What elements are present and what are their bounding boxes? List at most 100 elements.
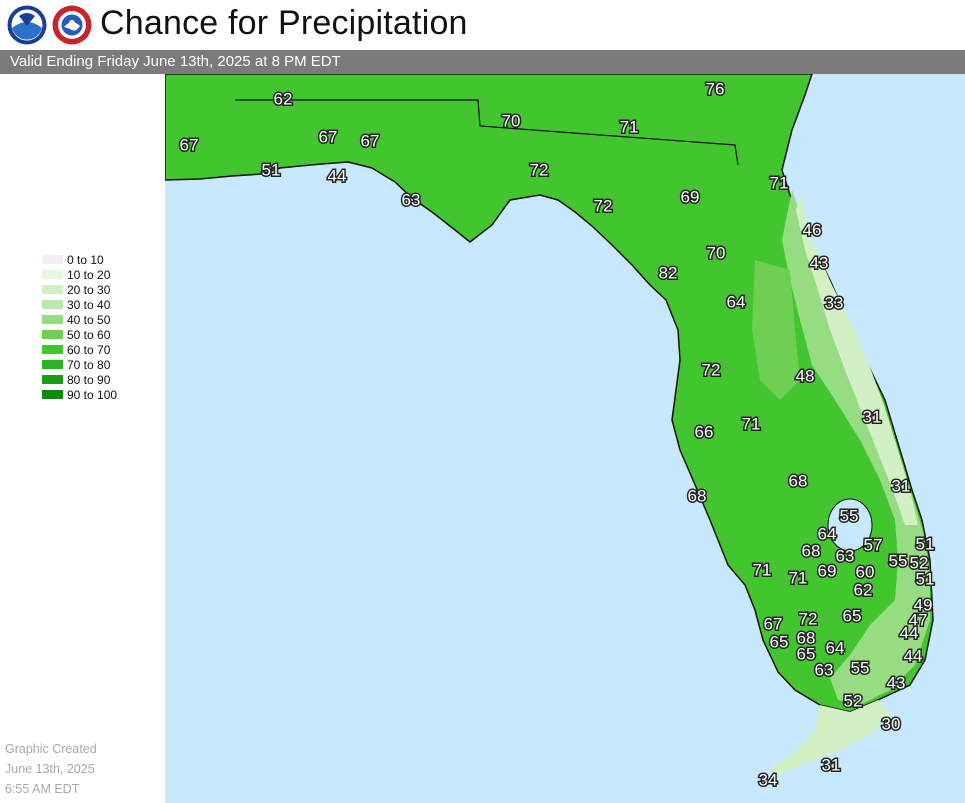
precip-value-label: 57 — [864, 535, 883, 554]
legend-label: 70 to 80 — [67, 357, 111, 372]
precip-value-label: 71 — [620, 117, 639, 136]
legend-swatch — [42, 375, 63, 384]
precip-value-label: 62 — [854, 580, 873, 599]
precip-value-label: 63 — [402, 190, 421, 209]
precip-value-label: 62 — [274, 89, 293, 108]
precip-value-label: 68 — [802, 541, 821, 560]
florida-precip-map: 62 76 70 71 67 67 67 51 44 63 72 71 72 69 46 70 43 82 64 33… — [165, 74, 965, 803]
precip-value-label: 63 — [815, 660, 834, 679]
legend-label: 30 to 40 — [67, 297, 111, 312]
florida-land — [165, 74, 934, 713]
legend-label: 60 to 70 — [67, 342, 111, 357]
precip-value-label: 68 — [688, 486, 707, 505]
precip-value-label: 51 — [916, 569, 935, 588]
precip-value-label: 66 — [695, 422, 714, 441]
precip-value-label: 69 — [818, 561, 837, 580]
legend-item: 30 to 40 — [42, 297, 117, 312]
precip-value-label: 52 — [844, 691, 863, 710]
legend-item: 60 to 70 — [42, 342, 117, 357]
precip-value-label: 49 — [914, 595, 933, 614]
precip-value-label: 64 — [826, 638, 845, 657]
precip-value-label: 65 — [797, 644, 816, 663]
precip-value-label: 31 — [892, 476, 911, 495]
precip-value-label: 68 — [789, 471, 808, 490]
header: Chance for Precipitation — [0, 0, 965, 50]
legend-swatch — [42, 300, 63, 309]
legend-item: 20 to 30 — [42, 282, 117, 297]
precip-value-label: 65 — [843, 606, 862, 625]
precip-value-label: 63 — [836, 546, 855, 565]
legend-swatch — [42, 285, 63, 294]
left-panel — [0, 74, 165, 803]
precip-value-label: 65 — [770, 632, 789, 651]
precip-value-label: 72 — [702, 360, 721, 379]
legend-item: 0 to 10 — [42, 252, 117, 267]
keys-zone — [770, 700, 892, 776]
precip-value-label: 67 — [180, 135, 199, 154]
created-date: June 13th, 2025 — [5, 762, 95, 776]
precip-value-label: 46 — [803, 220, 822, 239]
precip-value-label: 72 — [799, 609, 818, 628]
precip-value-label: 51 — [262, 160, 281, 179]
central-lighter-zone — [752, 260, 800, 400]
legend-label: 40 to 50 — [67, 312, 111, 327]
precip-value-label: 71 — [770, 173, 789, 192]
map-labels: 62 76 70 71 67 67 67 51 44 63 72 71 72 69 46 70 43 82 64 33… — [178, 78, 936, 791]
legend-item: 70 to 80 — [42, 357, 117, 372]
created-label: Graphic Created — [5, 742, 97, 756]
coastal-lighter-zone — [782, 190, 930, 705]
legend-item: 10 to 20 — [42, 267, 117, 282]
precip-value-label: 33 — [825, 293, 844, 312]
legend-item: 50 to 60 — [42, 327, 117, 342]
legend-swatch — [42, 390, 63, 399]
legend-swatch — [42, 255, 63, 264]
precip-value-label: 67 — [764, 614, 783, 633]
valid-time-bar: Valid Ending Friday June 13th, 2025 at 8… — [0, 50, 965, 74]
precip-value-label: 31 — [863, 407, 882, 426]
legend-item: 80 to 90 — [42, 372, 117, 387]
precip-value-label: 52 — [910, 553, 929, 572]
precip-value-label: 60 — [856, 562, 875, 581]
precip-value-label: 67 — [361, 131, 380, 150]
precip-value-label: 51 — [916, 534, 935, 553]
legend-label: 10 to 20 — [67, 267, 111, 282]
precip-value-label: 71 — [753, 560, 772, 579]
legend-item: 90 to 100 — [42, 387, 117, 402]
precip-value-label: 64 — [727, 292, 746, 311]
legend-item: 40 to 50 — [42, 312, 117, 327]
nws-logo-icon — [52, 5, 92, 45]
graphic-created: Graphic Created June 13th, 2025 6:55 AM … — [5, 739, 97, 799]
precip-value-label: 76 — [706, 79, 725, 98]
legend-label: 20 to 30 — [67, 282, 111, 297]
legend-label: 90 to 100 — [67, 387, 118, 402]
precip-value-label: 72 — [594, 196, 613, 215]
precip-value-label: 44 — [900, 623, 919, 642]
noaa-logo-icon — [7, 5, 47, 45]
legend-swatch — [42, 270, 63, 279]
precip-value-label: 43 — [887, 673, 906, 692]
legend-label: 80 to 90 — [67, 372, 111, 387]
legend-swatch — [42, 330, 63, 339]
lake-okeechobee — [827, 498, 873, 552]
precip-value-label: 70 — [502, 111, 521, 130]
precip-value-label: 48 — [796, 366, 815, 385]
coastal-lightest-zone — [796, 195, 918, 525]
precip-value-label: 31 — [822, 755, 841, 774]
precip-value-label: 71 — [789, 568, 808, 587]
legend: 0 to 10 10 to 20 20 to 30 30 to 40 40 to 50 5… — [42, 252, 117, 402]
legend-label: 50 to 60 — [67, 327, 111, 342]
valid-time-text: Valid Ending Friday June 13th, 2025 at 8… — [10, 53, 341, 70]
legend-label: 0 to 10 — [67, 252, 104, 267]
precip-value-label: 44 — [904, 646, 923, 665]
precip-value-label: 55 — [851, 658, 870, 677]
precip-value-label: 70 — [707, 243, 726, 262]
precip-value-label: 82 — [659, 263, 678, 282]
precip-value-label: 69 — [681, 187, 700, 206]
precip-value-label: 44 — [328, 166, 347, 185]
precip-value-label: 47 — [909, 610, 928, 629]
precip-value-label: 55 — [840, 506, 859, 525]
precip-value-label: 30 — [882, 714, 901, 733]
precip-value-label: 55 — [889, 551, 908, 570]
legend-swatch — [42, 315, 63, 324]
precip-value-label: 71 — [742, 414, 761, 433]
